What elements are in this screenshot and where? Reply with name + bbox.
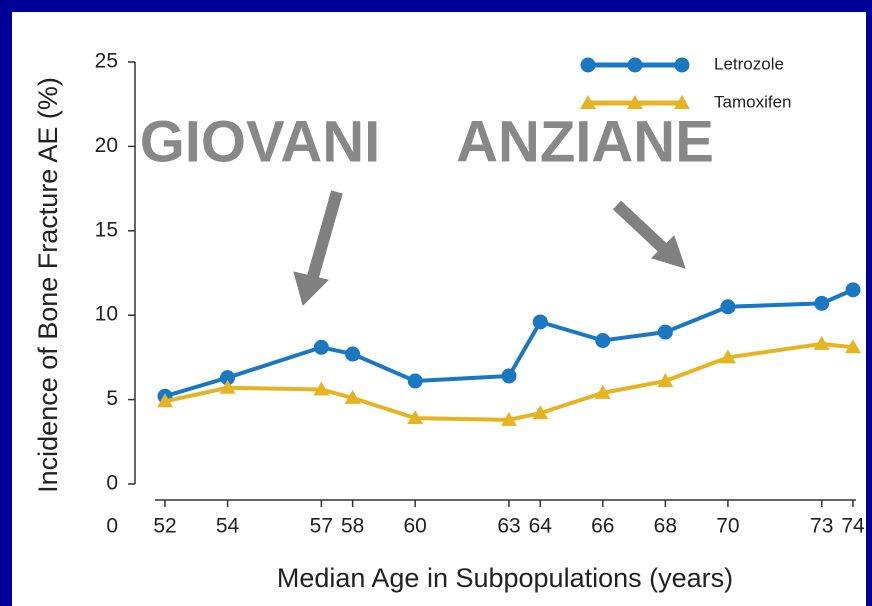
point [407, 410, 424, 425]
x-tick-label: 73 [810, 515, 833, 538]
point [220, 370, 236, 386]
x-origin-label: 0 [106, 515, 118, 538]
y-axis-label: Incidence of Bone Fracture AE (%) [33, 77, 63, 493]
legend-marker [580, 57, 596, 73]
point [313, 339, 329, 355]
x-tick-label: 57 [310, 515, 333, 538]
point [657, 373, 674, 388]
point [501, 411, 517, 426]
x-tick-label: 60 [404, 515, 427, 538]
point [407, 373, 423, 389]
point [595, 333, 611, 349]
y-tick-label: 15 [95, 218, 118, 241]
legend-marker [674, 57, 690, 73]
point [719, 349, 736, 364]
point [532, 314, 548, 330]
x-axis-label: Median Age in Subpopulations (years) [277, 563, 733, 593]
point [345, 346, 361, 362]
y-tick-label: 10 [95, 303, 118, 326]
arrow-head [651, 235, 686, 269]
point [720, 299, 736, 315]
point [845, 282, 861, 298]
legend-marker [580, 95, 596, 109]
arrow [612, 200, 670, 255]
point [814, 295, 830, 311]
point [845, 339, 861, 354]
point [157, 393, 173, 408]
y-tick-label: 25 [95, 50, 118, 73]
point [657, 324, 673, 340]
legend-marker [627, 95, 643, 109]
point [501, 368, 517, 384]
x-tick-label: 64 [529, 515, 553, 538]
x-tick-label: 63 [497, 515, 520, 538]
point [813, 335, 830, 350]
point [313, 381, 330, 396]
annotation: ANZIANE [456, 109, 714, 174]
legend-marker [674, 95, 690, 109]
legend-marker [627, 57, 643, 73]
y-tick-label: 0 [106, 472, 118, 495]
legend-label: Tamoxifen [714, 92, 791, 111]
x-tick-label: 58 [341, 515, 364, 538]
series-line [164, 288, 854, 399]
point [219, 379, 236, 394]
arrow [306, 190, 343, 282]
annotation: GIOVANI [140, 109, 381, 174]
x-tick-label: 52 [153, 515, 176, 538]
series-line [164, 341, 854, 422]
legend-label: Letrozole [714, 54, 784, 73]
y-tick-label: 20 [95, 134, 118, 157]
x-tick-label: 68 [654, 515, 677, 538]
point [594, 384, 611, 399]
x-tick-label: 66 [591, 515, 614, 538]
arrows [293, 190, 686, 306]
x-tick-label: 54 [216, 515, 240, 538]
arrow-head [293, 271, 329, 306]
point [344, 389, 361, 404]
x-tick-label: 74 [841, 515, 865, 538]
y-tick-label: 5 [106, 387, 118, 410]
point [532, 405, 549, 420]
x-tick-label: 70 [716, 515, 739, 538]
